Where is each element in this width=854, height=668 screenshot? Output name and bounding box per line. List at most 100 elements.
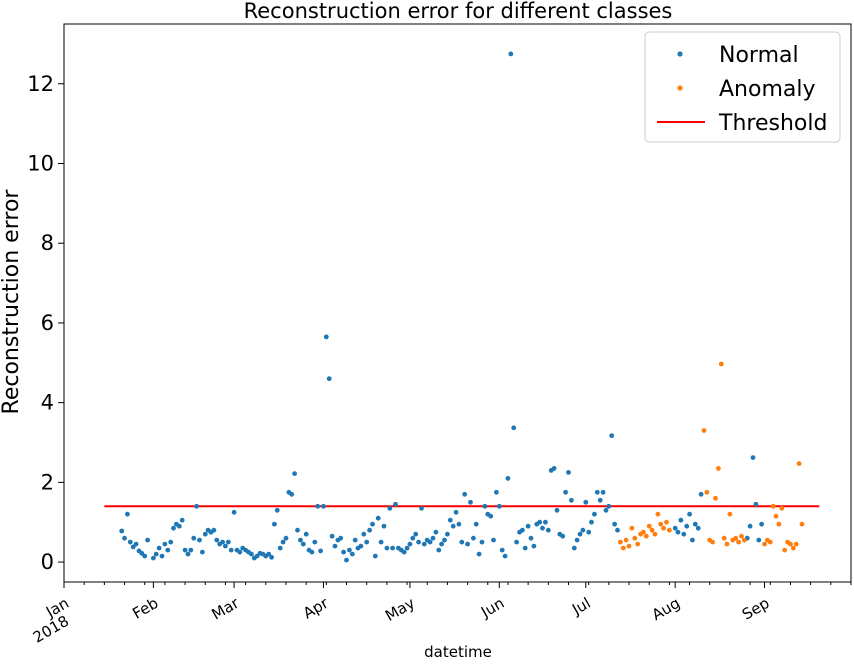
point-normal (220, 539, 226, 545)
point-normal (430, 535, 436, 541)
point-anomaly (796, 461, 802, 466)
point-anomaly (716, 466, 721, 471)
point-normal (323, 334, 329, 340)
x-tick-label: Jul (568, 594, 594, 619)
point-normal (494, 489, 499, 495)
point-normal (269, 554, 274, 560)
point-normal (468, 499, 473, 505)
legend-marker-normal (677, 51, 683, 57)
point-anomaly (623, 537, 629, 543)
x-tick-label: May (382, 594, 418, 625)
point-normal (540, 525, 545, 531)
point-normal (462, 491, 468, 497)
point-normal (289, 491, 295, 497)
point-normal (384, 545, 390, 551)
point-normal (482, 503, 488, 509)
point-normal (453, 509, 459, 515)
legend-label-anomaly: Anomaly (719, 77, 816, 102)
point-anomaly (658, 521, 664, 527)
point-normal (445, 531, 450, 537)
point-normal (442, 537, 447, 543)
point-normal (421, 541, 427, 547)
point-normal (427, 539, 433, 545)
point-normal (295, 527, 300, 533)
legend-label-normal: Normal (719, 43, 799, 68)
point-normal (214, 537, 220, 543)
point-anomaly (635, 541, 641, 547)
point-normal (756, 537, 762, 543)
point-normal (586, 529, 592, 535)
point-normal (315, 503, 321, 509)
point-normal (378, 539, 384, 545)
point-anomaly (776, 521, 782, 527)
point-normal (681, 531, 687, 537)
point-normal (551, 466, 557, 471)
x-axis-label: datetime (424, 643, 492, 661)
point-normal (223, 543, 228, 549)
point-normal (274, 507, 280, 513)
point-normal (280, 539, 286, 545)
point-normal (505, 476, 511, 481)
point-normal (393, 501, 398, 507)
point-normal (321, 503, 326, 509)
point-normal (690, 537, 695, 543)
point-normal (202, 531, 208, 537)
point-normal (303, 531, 309, 537)
y-tick-label: 0 (41, 550, 54, 574)
point-normal (156, 545, 162, 551)
point-normal (545, 527, 551, 533)
point-normal (615, 527, 620, 533)
point-normal (188, 547, 194, 553)
y-tick-label: 6 (41, 311, 54, 335)
point-normal (153, 551, 159, 557)
point-normal (390, 545, 395, 551)
x-tick-label: Mar (209, 593, 243, 623)
point-anomaly (618, 539, 623, 545)
point-anomaly (701, 428, 707, 433)
point-normal (583, 499, 589, 505)
point-normal (179, 517, 185, 523)
point-normal (684, 523, 690, 529)
point-anomaly (652, 531, 658, 537)
point-anomaly (629, 525, 635, 531)
point-normal (606, 503, 612, 509)
point-normal (508, 51, 514, 57)
point-normal (759, 521, 764, 527)
point-anomaly (620, 545, 626, 551)
point-normal (531, 543, 537, 549)
point-normal (372, 553, 378, 559)
point-normal (349, 551, 355, 557)
point-normal (678, 517, 684, 523)
point-anomaly (661, 525, 666, 531)
point-normal (589, 519, 594, 525)
point-anomaly (739, 533, 744, 539)
point-normal (488, 513, 494, 519)
point-normal (127, 539, 133, 545)
point-anomaly (793, 541, 799, 547)
point-normal (300, 541, 306, 547)
point-normal (537, 519, 543, 525)
point-normal (456, 521, 462, 527)
point-normal (332, 543, 338, 549)
x-tick-label: Jun (477, 594, 507, 622)
point-normal (569, 497, 574, 503)
point-anomaly (704, 489, 710, 495)
point-anomaly (733, 535, 739, 541)
point-normal (318, 548, 323, 554)
point-normal (401, 549, 407, 555)
point-anomaly (782, 547, 788, 553)
legend: Normal Anomaly Threshold (644, 31, 841, 143)
point-normal (381, 523, 387, 529)
point-normal (695, 525, 701, 531)
point-normal (122, 535, 127, 541)
point-normal (600, 489, 606, 495)
point-normal (367, 527, 372, 533)
point-normal (352, 537, 358, 543)
x-tick-label: Aug (649, 594, 683, 624)
point-normal (597, 497, 603, 503)
point-anomaly (790, 545, 796, 551)
point-normal (560, 533, 566, 539)
point-normal (228, 547, 234, 553)
